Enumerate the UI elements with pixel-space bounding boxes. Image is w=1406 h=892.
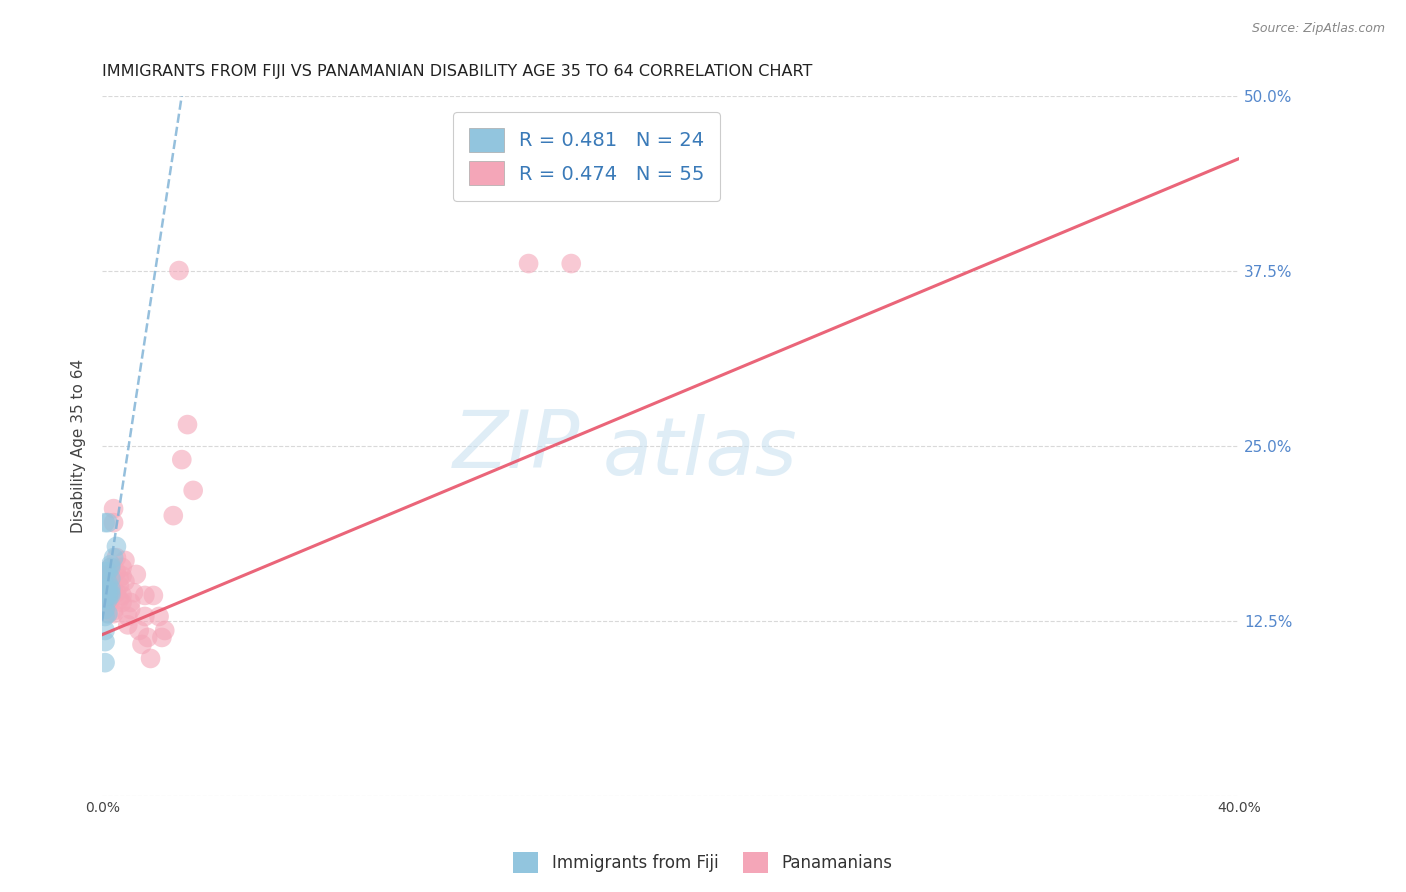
Point <box>94 589 117 603</box>
Point <box>139 651 162 665</box>
Point <box>100 560 122 574</box>
Point <box>94 516 117 530</box>
Point <box>94 565 117 579</box>
Point <box>517 256 540 270</box>
Point <box>94 602 117 616</box>
Point <box>97 516 120 530</box>
Point <box>97 575 120 590</box>
Point <box>100 585 122 599</box>
Text: Source: ZipAtlas.com: Source: ZipAtlas.com <box>1251 22 1385 36</box>
Point <box>181 483 204 498</box>
Point <box>100 567 122 582</box>
Point <box>94 582 117 596</box>
Point <box>122 585 145 599</box>
Point <box>120 595 142 609</box>
Point <box>560 256 582 270</box>
Point <box>111 569 134 583</box>
Point <box>97 565 120 579</box>
Point <box>97 595 120 609</box>
Point <box>131 637 153 651</box>
Point <box>100 572 122 586</box>
Point <box>142 589 165 603</box>
Point <box>117 618 139 632</box>
Point <box>103 516 125 530</box>
Text: IMMIGRANTS FROM FIJI VS PANAMANIAN DISABILITY AGE 35 TO 64 CORRELATION CHART: IMMIGRANTS FROM FIJI VS PANAMANIAN DISAB… <box>103 64 813 79</box>
Point <box>100 592 122 607</box>
Point <box>108 572 131 586</box>
Point <box>100 574 122 589</box>
Point <box>114 574 136 589</box>
Point <box>94 634 117 648</box>
Point <box>103 501 125 516</box>
Point <box>167 263 190 277</box>
Point <box>148 609 170 624</box>
Point <box>105 550 128 565</box>
Point <box>150 631 173 645</box>
Point <box>100 560 122 574</box>
Point <box>97 589 120 603</box>
Point <box>111 560 134 574</box>
Point <box>103 607 125 621</box>
Text: atlas: atlas <box>603 414 797 491</box>
Y-axis label: Disability Age 35 to 64: Disability Age 35 to 64 <box>72 359 86 533</box>
Point <box>97 592 120 607</box>
Point <box>125 567 148 582</box>
Point <box>94 582 117 596</box>
Point <box>100 589 122 603</box>
Legend: R = 0.481   N = 24, R = 0.474   N = 55: R = 0.481 N = 24, R = 0.474 N = 55 <box>453 112 720 201</box>
Point <box>97 607 120 621</box>
Point <box>105 585 128 599</box>
Point <box>134 589 156 603</box>
Point <box>105 540 128 554</box>
Point <box>97 582 120 596</box>
Point <box>94 624 117 638</box>
Point <box>103 604 125 618</box>
Point <box>117 609 139 624</box>
Point <box>100 589 122 603</box>
Point <box>103 550 125 565</box>
Point <box>100 558 122 572</box>
Point <box>97 567 120 582</box>
Point <box>108 579 131 593</box>
Point <box>128 624 150 638</box>
Point <box>114 553 136 567</box>
Point <box>97 589 120 603</box>
Point <box>111 589 134 603</box>
Point <box>100 582 122 596</box>
Point <box>94 609 117 624</box>
Point <box>153 624 176 638</box>
Point <box>94 656 117 670</box>
Point <box>105 565 128 579</box>
Point <box>94 592 117 607</box>
Point <box>103 585 125 599</box>
Legend: Immigrants from Fiji, Panamanians: Immigrants from Fiji, Panamanians <box>506 846 900 880</box>
Point <box>97 607 120 621</box>
Text: ZIP: ZIP <box>453 407 579 484</box>
Point <box>136 631 159 645</box>
Point <box>94 595 117 609</box>
Point <box>100 582 122 596</box>
Point <box>170 452 193 467</box>
Point <box>134 609 156 624</box>
Point <box>108 592 131 607</box>
Point <box>120 602 142 616</box>
Point <box>94 602 117 616</box>
Point <box>162 508 184 523</box>
Point <box>111 595 134 609</box>
Point <box>97 579 120 593</box>
Point <box>176 417 198 432</box>
